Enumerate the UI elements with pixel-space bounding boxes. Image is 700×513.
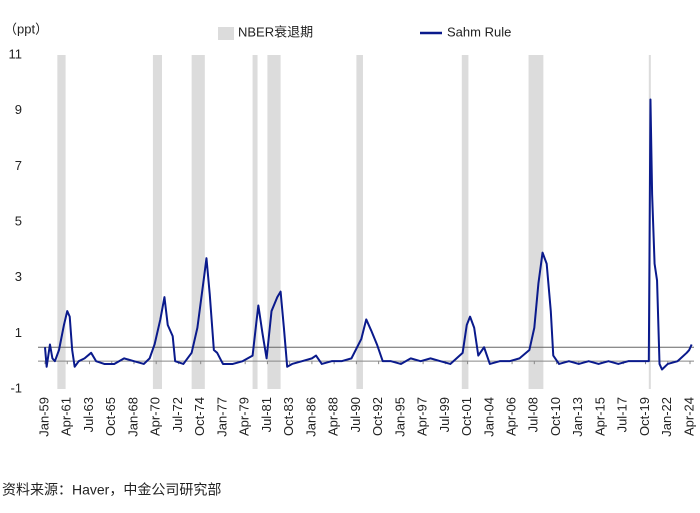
y-unit: （ppt） — [4, 21, 48, 36]
y-tick-label: 3 — [15, 269, 22, 284]
recession-band — [356, 55, 363, 389]
x-tick-label: Oct-92 — [370, 397, 385, 436]
x-tick-label: Apr-70 — [148, 397, 163, 436]
x-tick-label: Oct-01 — [459, 397, 474, 436]
x-tick-label: Jan-86 — [303, 397, 318, 437]
legend-label: NBER衰退期 — [238, 24, 313, 39]
y-tick-label: -1 — [10, 380, 22, 395]
recession-band — [528, 55, 544, 389]
x-tick-label: Jul-17 — [615, 397, 630, 432]
legend-label: Sahm Rule — [447, 24, 511, 39]
x-tick-label: Apr-97 — [415, 397, 430, 436]
series-line — [44, 98, 693, 371]
x-tick-label: Jul-63 — [81, 397, 96, 432]
recession-band — [267, 55, 281, 389]
x-tick-label: Apr-24 — [681, 397, 696, 436]
x-tick-label: Jan-13 — [570, 397, 585, 437]
x-tick-label: Oct-10 — [548, 397, 563, 436]
x-tick-label: Oct-19 — [637, 397, 652, 436]
x-tick-label: Oct-74 — [192, 397, 207, 436]
x-tick-label: Jul-72 — [170, 397, 185, 432]
x-tick-label: Jul-99 — [437, 397, 452, 432]
recession-band — [252, 55, 258, 389]
legend-swatch — [218, 27, 234, 40]
y-tick-label: 11 — [9, 46, 23, 61]
source-note: 资料来源：Haver，中金公司研究部 — [2, 482, 221, 498]
recession-band — [57, 55, 66, 389]
x-tick-label: Jan-04 — [481, 397, 496, 437]
x-tick-label: Oct-65 — [103, 397, 118, 436]
recession-band — [461, 55, 469, 389]
x-tick-label: Apr-06 — [504, 397, 519, 436]
x-tick-label: Jul-81 — [259, 397, 274, 432]
y-tick-label: 9 — [15, 102, 22, 117]
recession-band — [152, 55, 162, 389]
recession-band — [191, 55, 205, 389]
x-tick-label: Oct-83 — [281, 397, 296, 436]
y-tick-label: 7 — [15, 158, 22, 173]
x-tick-label: Apr-79 — [237, 397, 252, 436]
y-tick-label: 5 — [15, 213, 22, 228]
y-tick-label: 1 — [15, 325, 22, 340]
x-tick-label: Jan-68 — [125, 397, 140, 437]
x-tick-label: Jan-95 — [392, 397, 407, 437]
x-tick-label: Apr-15 — [592, 397, 607, 436]
x-tick-label: Jul-90 — [348, 397, 363, 432]
x-tick-label: Jan-59 — [36, 397, 51, 437]
x-tick-label: Apr-88 — [326, 397, 341, 436]
x-tick-label: Jan-22 — [659, 397, 674, 437]
x-tick-label: Apr-61 — [59, 397, 74, 436]
x-tick-label: Jul-08 — [526, 397, 541, 432]
x-tick-label: Jan-77 — [214, 397, 229, 437]
